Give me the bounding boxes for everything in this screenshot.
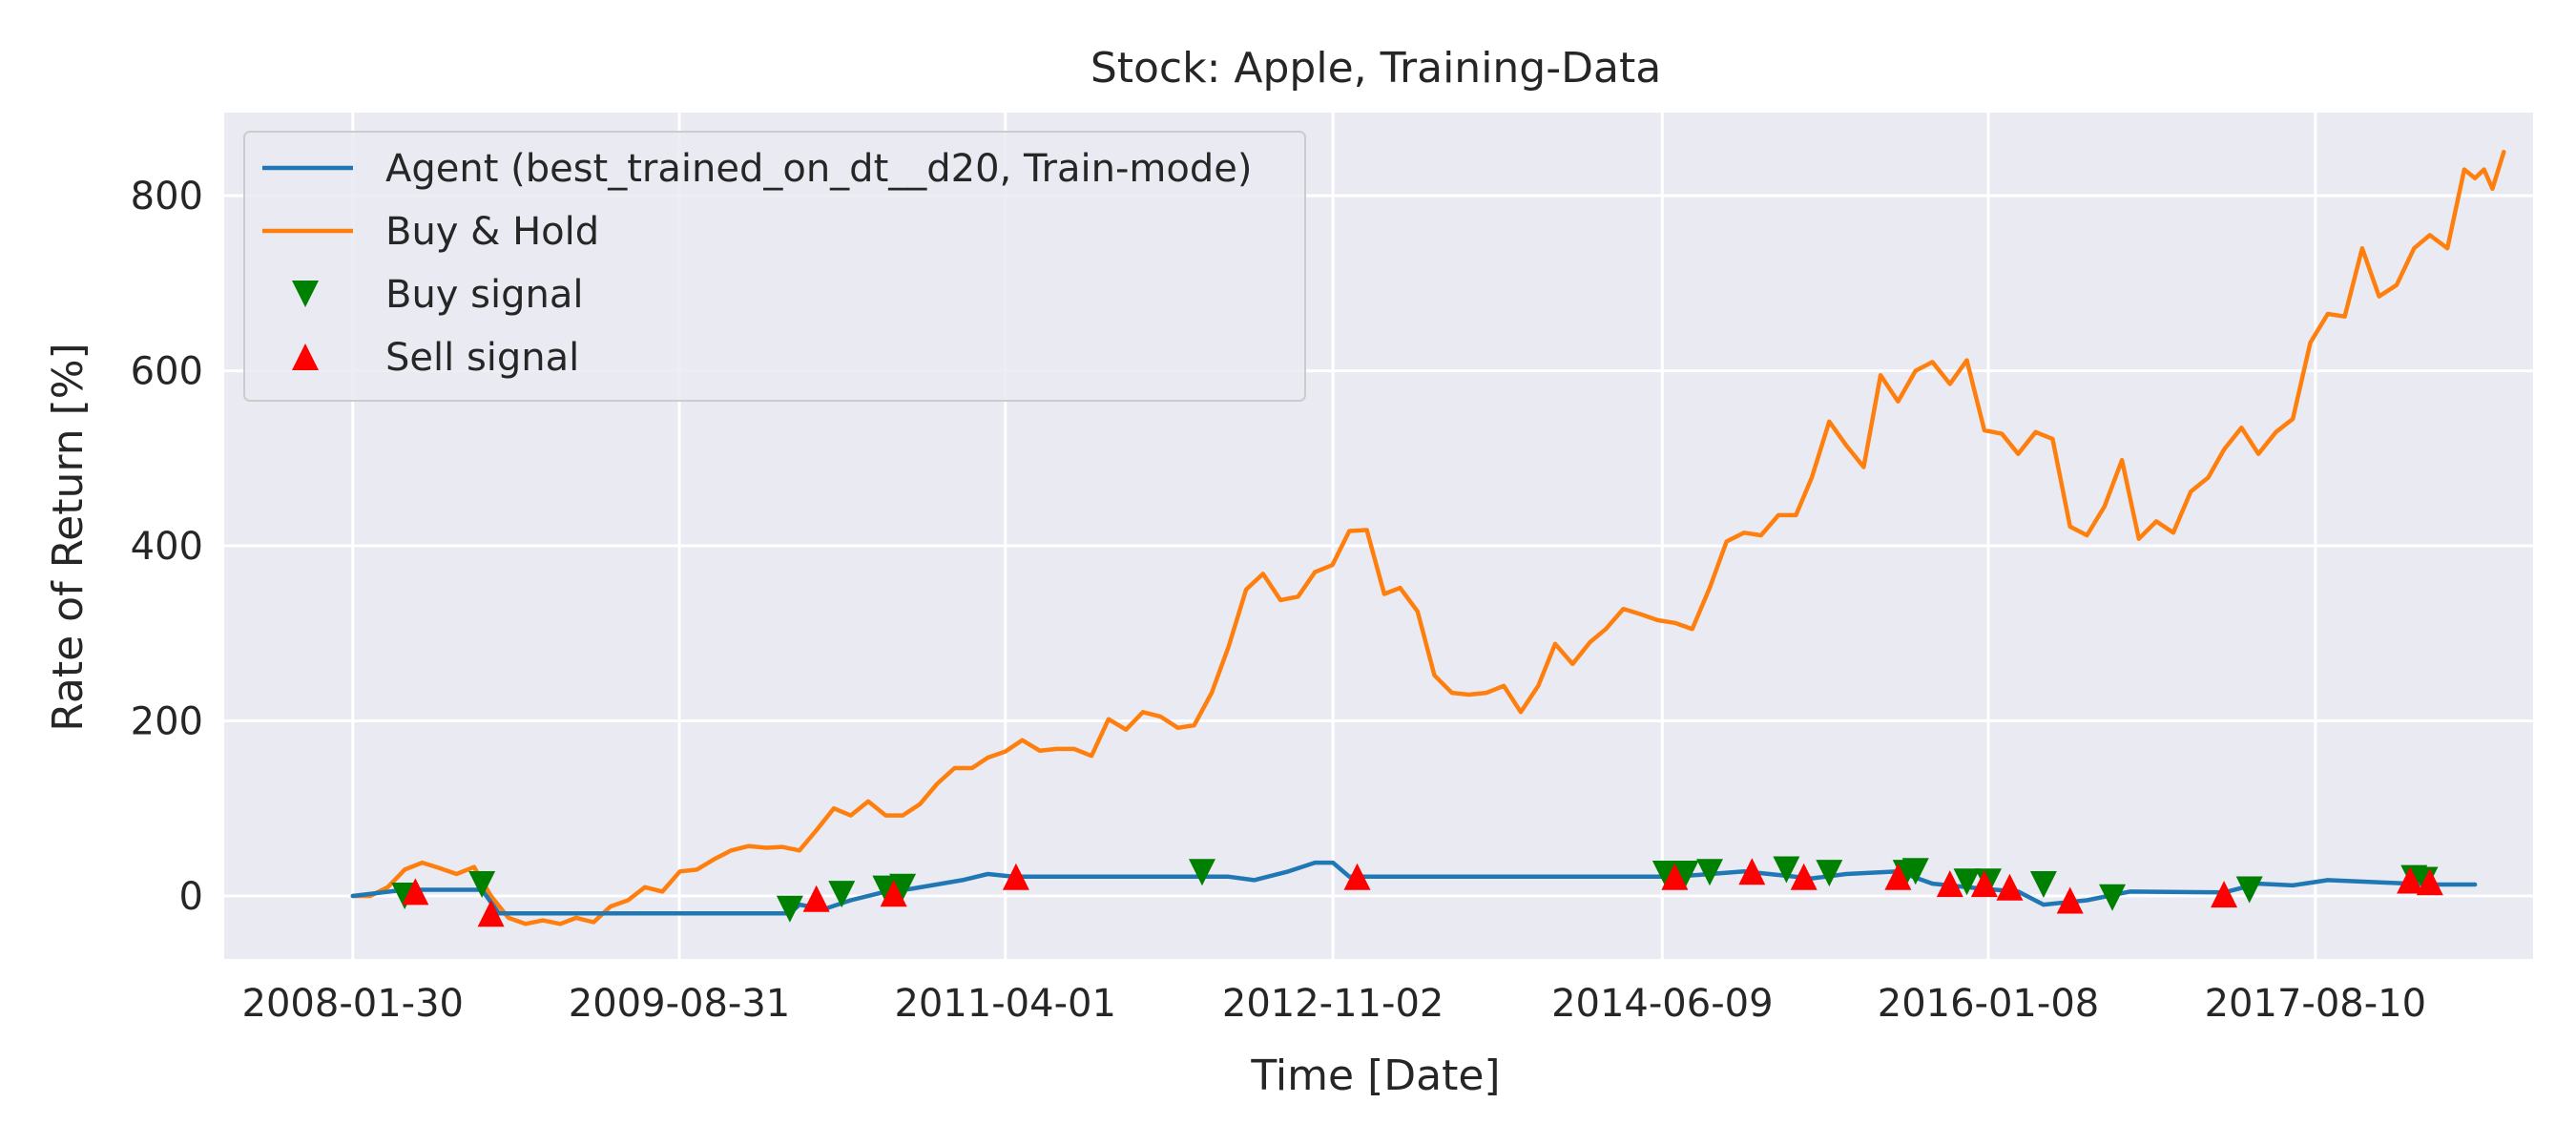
sell-signal-marker bbox=[1002, 863, 1029, 890]
y-tick-label: 400 bbox=[131, 525, 203, 569]
x-axis: 2008-01-30 2009-08-31 2011-04-01 2012-11-02… bbox=[242, 982, 2427, 1026]
sell-signal-marker bbox=[802, 885, 830, 912]
x-axis-label: Time [Date] bbox=[1250, 1051, 1500, 1100]
buy-signal-marker bbox=[468, 871, 496, 899]
buy-signal-marker bbox=[1816, 860, 1843, 887]
buy-signal-marker bbox=[872, 875, 900, 903]
sell-signal-marker bbox=[1936, 870, 1963, 898]
chart-title: Stock: Apple, Training-Data bbox=[1091, 44, 1661, 93]
y-tick-label: 200 bbox=[131, 700, 203, 744]
legend-label: Buy & Hold bbox=[385, 210, 599, 254]
x-tick-label: 2009-08-31 bbox=[569, 982, 790, 1026]
legend: Agent (best_trained_on_dt__d20, Train-mo… bbox=[243, 131, 1306, 402]
buy-signal-marker bbox=[2029, 871, 2057, 899]
sell-signal-marker bbox=[1738, 858, 1766, 885]
series-line-buy-and-hold bbox=[350, 150, 2506, 926]
buy-signal-marker bbox=[776, 895, 803, 923]
sell-signal-marker bbox=[2416, 868, 2443, 896]
buy-signal-marker bbox=[828, 881, 856, 908]
legend-box bbox=[243, 131, 1306, 402]
buy-signal-marker bbox=[1953, 868, 1981, 896]
sell-signal-marker bbox=[1996, 873, 2024, 901]
legend-item: Agent (best_trained_on_dt__d20, Train-mo… bbox=[262, 147, 1252, 191]
x-tick-label: 2012-11-02 bbox=[1222, 982, 1444, 1026]
y-tick-label: 600 bbox=[131, 350, 203, 394]
x-tick-label: 2011-04-01 bbox=[894, 982, 1115, 1026]
buy-signal-marker bbox=[1901, 858, 1929, 885]
legend-label: Agent (best_trained_on_dt__d20, Train-mo… bbox=[385, 147, 1252, 191]
buy-signal-marker bbox=[2099, 884, 2127, 911]
sell-signal-marker bbox=[1884, 863, 1912, 890]
legend-label: Buy signal bbox=[385, 273, 584, 317]
y-tick-label: 0 bbox=[179, 875, 203, 919]
buy-signal-marker bbox=[2235, 876, 2263, 904]
buy-signal-marker bbox=[1672, 861, 1699, 888]
sell-signal-marker bbox=[2056, 886, 2084, 914]
legend-item: Sell signal bbox=[292, 336, 579, 380]
buy-signal-marker bbox=[1652, 861, 1679, 888]
sell-signal-marker bbox=[1790, 863, 1818, 890]
x-tick-label: 2016-01-08 bbox=[1878, 982, 2099, 1026]
y-tick-label: 800 bbox=[131, 175, 203, 219]
buy-signal-marker bbox=[1773, 856, 1800, 884]
x-tick-label: 2017-08-10 bbox=[2205, 982, 2426, 1026]
sell-signal-marker bbox=[2397, 866, 2424, 894]
markers-layer bbox=[391, 856, 2443, 927]
sell-signal-marker bbox=[1343, 863, 1371, 890]
legend-sell-marker bbox=[292, 344, 319, 370]
buy-signal-marker bbox=[1188, 859, 1215, 886]
sell-signal-marker bbox=[2211, 881, 2238, 908]
y-axis: 0 200 400 600 800 bbox=[131, 175, 203, 919]
legend-label: Sell signal bbox=[385, 336, 579, 380]
y-axis-label: Rate of Return [%] bbox=[44, 343, 93, 731]
buy-signal-marker bbox=[889, 873, 917, 901]
sell-signal-marker bbox=[1661, 863, 1689, 890]
sell-signal-marker bbox=[1970, 870, 1998, 898]
sell-signal-marker bbox=[880, 880, 907, 907]
sell-signal-marker bbox=[402, 878, 429, 906]
sell-signal-marker bbox=[477, 900, 505, 927]
buy-signal-marker bbox=[1695, 859, 1723, 886]
x-tick-label: 2008-01-30 bbox=[242, 982, 464, 1026]
legend-item: Buy signal bbox=[292, 273, 584, 317]
legend-item: Buy & Hold bbox=[262, 210, 599, 254]
legend-buy-marker bbox=[292, 281, 319, 307]
x-tick-label: 2014-06-09 bbox=[1551, 982, 1773, 1026]
